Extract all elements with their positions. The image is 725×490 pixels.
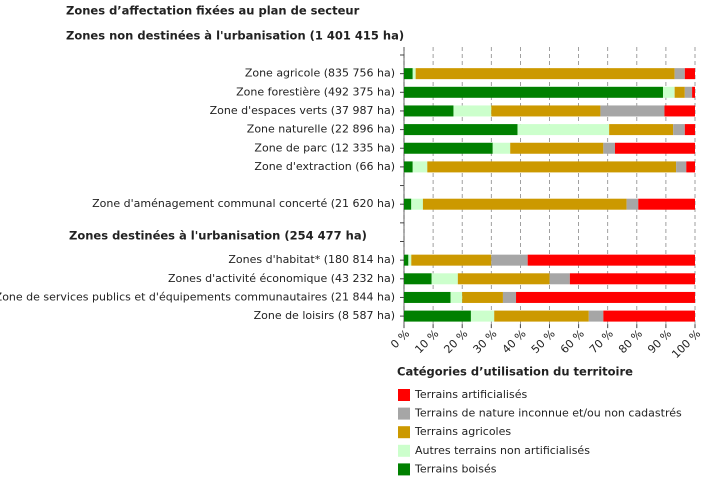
legend-label: Terrains de nature inconnue et/ou non ca…	[414, 407, 682, 420]
x-tick-label: 60 %	[558, 327, 587, 356]
bar-segment	[692, 86, 695, 98]
bar-segment	[588, 310, 604, 322]
x-tick-label: 50 %	[529, 327, 558, 356]
bar-segment	[510, 142, 604, 154]
bar-segment	[412, 161, 428, 173]
x-tick-label: 70 %	[587, 327, 616, 356]
y-tick-label: Zone de loisirs (8 587 ha)	[254, 309, 395, 322]
bar-segment	[404, 142, 493, 154]
bar-segment	[491, 105, 601, 117]
chart-title: Zones d’affectation fixées au plan de se…	[66, 4, 360, 18]
bar-segment	[404, 124, 518, 136]
bar-segment	[674, 86, 685, 98]
bar-segment	[470, 310, 495, 322]
bar-segment	[431, 273, 458, 285]
legend-title: Catégories d’utilisation du territoire	[397, 365, 633, 379]
y-tick-label: Zone agricole (835 756 ha)	[245, 67, 395, 80]
y-tick-label: Zone d'extraction (66 ha)	[254, 160, 395, 173]
bar-segment	[674, 68, 685, 80]
bar-segment	[404, 68, 413, 80]
legend-swatch	[398, 444, 410, 457]
bar-segment	[427, 161, 677, 173]
bar-segment	[684, 86, 693, 98]
bar-segment	[569, 273, 695, 285]
legend-swatch	[398, 389, 410, 401]
bar-segment	[492, 142, 511, 154]
bar-segment	[450, 291, 463, 303]
y-tick-label: Zones d'habitat* (180 814 ha)	[228, 253, 395, 266]
bar-segment	[404, 198, 412, 210]
bar-segment	[494, 310, 589, 322]
bar-segment	[664, 105, 695, 117]
bar-segment	[626, 198, 639, 210]
bar-segment	[411, 254, 492, 266]
bar-segment	[686, 161, 695, 173]
group-heading: Zones destinées à l'urbanisation (254 47…	[69, 229, 367, 243]
bar-segment	[408, 254, 412, 266]
x-tick-label: 80 %	[616, 327, 645, 356]
x-tick-label: 100 %	[669, 327, 703, 361]
bar-segment	[404, 254, 409, 266]
legend-label: Terrains agricoles	[414, 425, 511, 438]
y-tick-label: Zone naturelle (22 896 ha)	[247, 123, 395, 136]
bar-segment	[662, 86, 675, 98]
bar-segment	[404, 310, 471, 322]
bar-segment	[527, 254, 695, 266]
x-tick-label: 40 %	[500, 327, 529, 356]
bar-segment	[684, 124, 695, 136]
bar-segment	[404, 161, 413, 173]
bar-segment	[549, 273, 570, 285]
bar-segment	[422, 198, 627, 210]
legend-label: Terrains artificialisés	[414, 388, 527, 401]
bar-segment	[491, 254, 528, 266]
x-tick-label: 20 %	[441, 327, 470, 356]
y-tick-label: Zone de parc (12 335 ha)	[254, 141, 395, 154]
bar-segment	[603, 310, 695, 322]
bar-segment	[462, 291, 503, 303]
bar-segment	[404, 86, 663, 98]
x-tick-label: 30 %	[471, 327, 500, 356]
bar-segment	[457, 273, 550, 285]
y-tick-label: Zones d'activité économique (43 232 ha)	[168, 272, 395, 285]
y-tick-label: Zone d'aménagement communal concerté (21…	[92, 197, 395, 210]
legend-label: Terrains boisés	[414, 462, 497, 475]
bar-segment	[609, 124, 674, 136]
legend-swatch	[398, 463, 410, 476]
bar-segment	[600, 105, 665, 117]
bar-segment	[404, 291, 451, 303]
bar-segment	[673, 124, 685, 136]
group-heading: Zones non destinées à l'urbanisation (1 …	[66, 29, 404, 43]
bar-segment	[453, 105, 492, 117]
y-tick-label: Zone d'espaces verts (37 987 ha)	[210, 104, 395, 117]
bar-segment	[404, 105, 454, 117]
bar-segment	[404, 273, 432, 285]
bar-segment	[412, 68, 416, 80]
y-tick-label: Zone de services publics et d'équipement…	[0, 290, 395, 303]
legend-swatch	[398, 426, 410, 439]
bar-segment	[415, 68, 675, 80]
bar-segment	[502, 291, 517, 303]
x-tick-label: 0 %	[388, 327, 412, 351]
bar-segment	[676, 161, 687, 173]
y-tick-label: Zone forestière (492 375 ha)	[236, 85, 395, 98]
bar-segment	[516, 291, 695, 303]
legend-label: Autres terrains non artificialisés	[415, 444, 590, 457]
bar-segment	[603, 142, 615, 154]
bar-segment	[638, 198, 695, 210]
legend-swatch	[398, 407, 410, 420]
bar-segment	[517, 124, 610, 136]
bar-segment	[614, 142, 695, 154]
x-tick-label: 10 %	[412, 327, 441, 356]
bar-segment	[411, 198, 423, 210]
bar-segment	[684, 68, 695, 80]
